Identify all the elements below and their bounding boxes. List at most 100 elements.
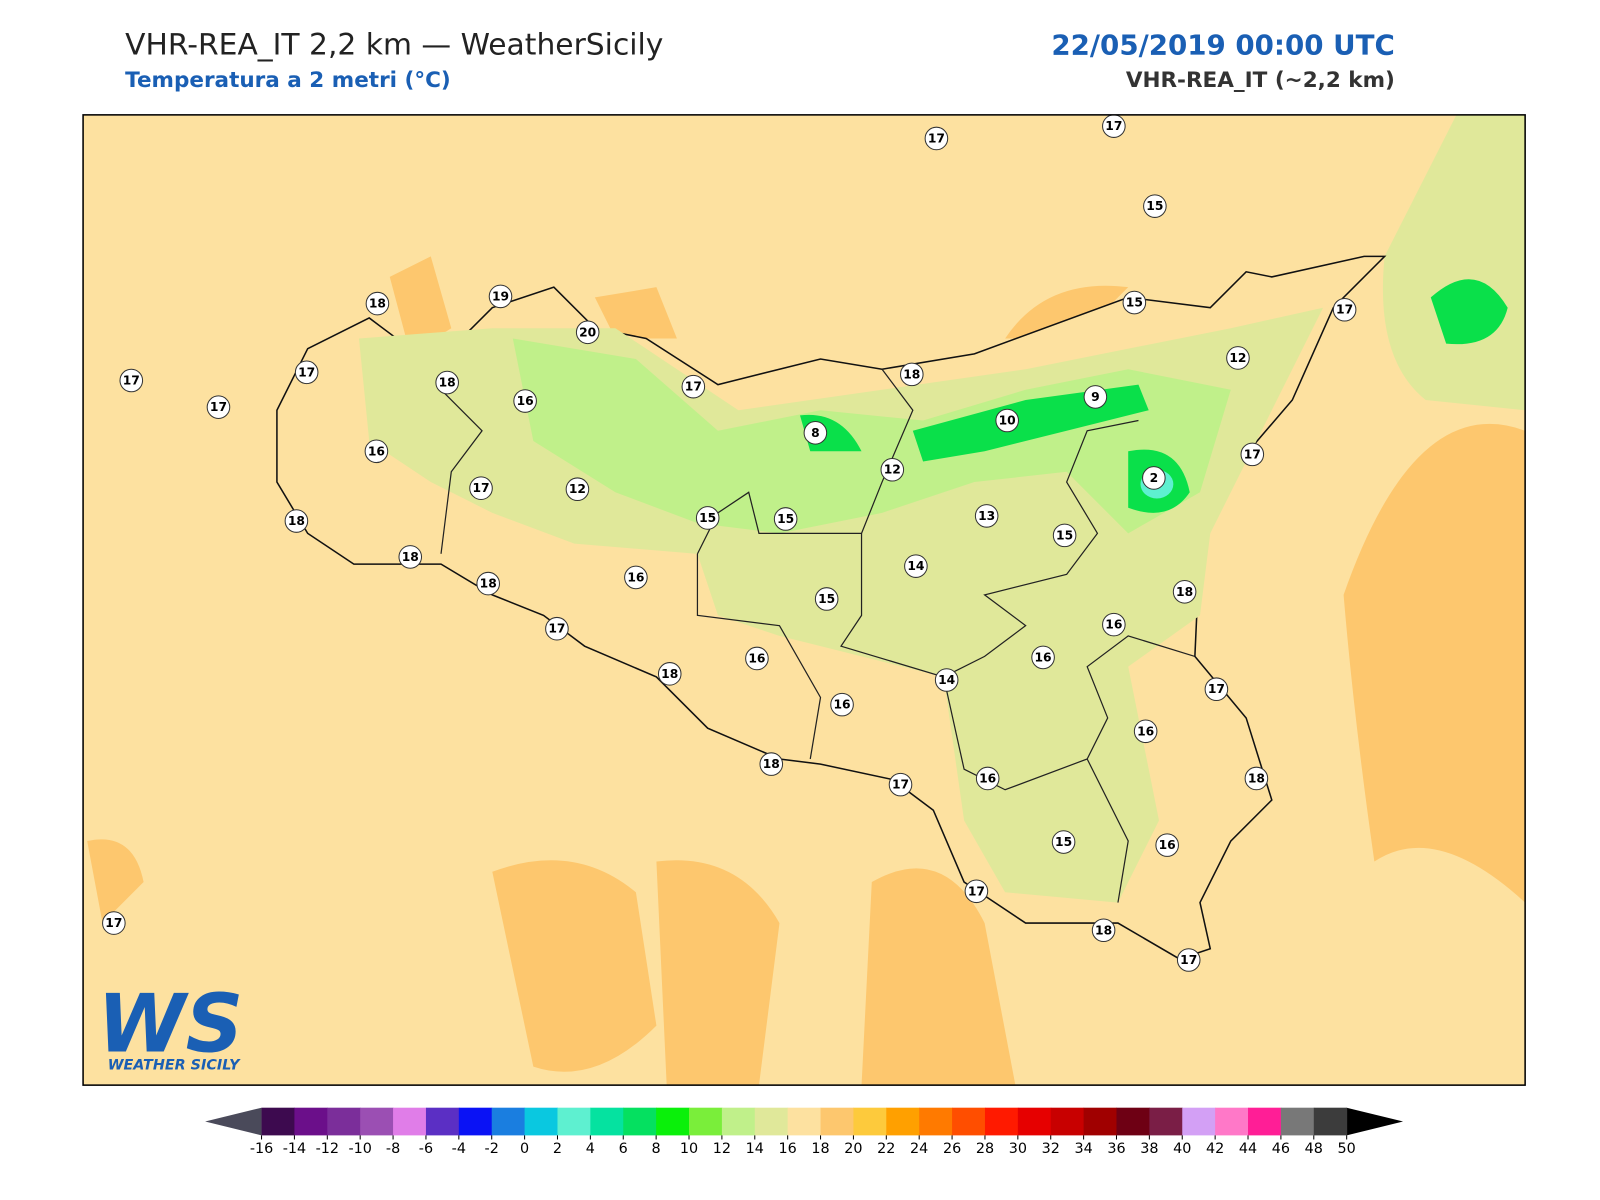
- station-marker: [1332, 297, 1357, 322]
- station-value: 18: [661, 667, 678, 681]
- station-value: 18: [288, 514, 305, 528]
- province-borders: [440, 368, 1196, 903]
- colorbar-tick-label: 44: [1239, 1141, 1257, 1157]
- station-marker: [575, 320, 600, 345]
- station-marker: [1091, 918, 1116, 943]
- station-value: 2: [1150, 471, 1159, 485]
- station-value: 17: [548, 622, 565, 636]
- colorbar-bin: [853, 1107, 887, 1136]
- station-marker: [513, 389, 537, 413]
- station-value: 12: [884, 463, 901, 477]
- colorbar-bin: [1149, 1107, 1183, 1136]
- station-marker: [565, 477, 590, 502]
- station-marker: [1176, 948, 1201, 972]
- colorbar-tick-label: 14: [746, 1141, 764, 1157]
- colorbar-bin: [524, 1107, 558, 1136]
- colorbar-tick-label: -12: [316, 1141, 339, 1157]
- colorbar-bin: [261, 1107, 295, 1136]
- station-value: 8: [811, 426, 820, 440]
- colorbar-bin: [1116, 1107, 1150, 1136]
- station-marker: [469, 476, 493, 500]
- colorbar-bin: [984, 1107, 1019, 1136]
- station-value: 17: [968, 884, 985, 898]
- station-marker: [899, 362, 924, 387]
- colorbar-bin: [458, 1107, 493, 1136]
- station-marker: [964, 879, 989, 904]
- colorbar-tick-label: 2: [553, 1141, 562, 1157]
- colorbar-tick-label: 22: [877, 1141, 895, 1157]
- map-area: 17 17 15 18 19 20 17 17 17 18 16 17 18 15 17 12 9 10 8 12 2 1…: [83, 114, 1526, 1086]
- colorbar-bin: [1215, 1107, 1249, 1136]
- colorbar-tick-label: 40: [1173, 1141, 1191, 1157]
- station-marker: [1051, 830, 1076, 854]
- station-marker: [102, 911, 126, 935]
- colorbar-bin: [557, 1107, 591, 1136]
- station-value: 17: [1244, 447, 1261, 461]
- station-value: 17: [123, 374, 140, 388]
- colorbar-bin: [1313, 1107, 1348, 1136]
- colorbar-bin: [425, 1107, 460, 1136]
- station-value: 14: [907, 559, 924, 573]
- colorbar-bin: [1083, 1107, 1118, 1136]
- logo-name: WEATHER SICILY: [108, 1058, 241, 1074]
- station-value: 9: [1091, 390, 1100, 404]
- colorbar-bin: [1017, 1107, 1052, 1136]
- station-value: 12: [1229, 351, 1246, 365]
- cool-zone: [512, 338, 1231, 534]
- station-marker: [476, 571, 500, 596]
- colorbar-tick-label: -10: [348, 1141, 371, 1157]
- station-marker: [1133, 719, 1158, 744]
- station-marker: [814, 587, 839, 611]
- station-value: 18: [763, 757, 780, 771]
- colorbar-tick-label: 50: [1338, 1141, 1356, 1157]
- station-marker: [1143, 194, 1167, 218]
- colorbar-tick-label: -14: [283, 1141, 306, 1157]
- station-marker: [1142, 466, 1166, 490]
- colorbar-tick-label: 30: [1009, 1141, 1027, 1157]
- colorbar-bin: [721, 1107, 756, 1136]
- station-value: 17: [1336, 303, 1353, 317]
- colorbar-tick-label: 42: [1206, 1141, 1224, 1157]
- station-marker: [365, 291, 390, 316]
- model: VHR-REA_IT (~2,2 km): [1126, 68, 1395, 93]
- colorbar-bin: [360, 1107, 394, 1136]
- station-value: 15: [818, 592, 835, 606]
- station-value: 16: [1035, 650, 1052, 664]
- station-marker: [398, 545, 423, 569]
- colorbar-tick-label: 24: [910, 1141, 928, 1157]
- station-marker: [1102, 612, 1126, 637]
- station-value: 15: [1056, 528, 1073, 542]
- station-value: 20: [579, 325, 596, 339]
- colorbar-tick-label: 8: [652, 1141, 661, 1157]
- station-value: 15: [1126, 296, 1143, 310]
- station-marker: [294, 360, 319, 385]
- station-marker: [1172, 579, 1197, 604]
- station-marker: [545, 616, 569, 641]
- station-value: 18: [439, 376, 456, 390]
- colorbar-tick-label: -8: [386, 1141, 400, 1157]
- station-value: 18: [1248, 771, 1265, 785]
- colorbar-bin: [491, 1107, 526, 1136]
- station-value: 14: [938, 673, 955, 687]
- colorbar-tick-label: 6: [619, 1141, 628, 1157]
- colorbar-tick-label: 28: [976, 1141, 994, 1157]
- station-value: 18: [402, 550, 419, 564]
- station-value: 15: [699, 511, 716, 525]
- station-value: 17: [685, 380, 702, 394]
- station-value: 16: [748, 651, 765, 665]
- station-marker: [1155, 833, 1179, 857]
- station-value: 16: [368, 444, 385, 458]
- station-value: 16: [1137, 724, 1154, 738]
- station-value: 18: [369, 297, 386, 311]
- date: 22/05/2019 00:00 UTC: [1051, 28, 1394, 61]
- station-value: 18: [1095, 923, 1112, 937]
- title: VHR-REA_IT 2,2 km — WeatherSicily: [125, 27, 663, 62]
- station-marker: [119, 368, 144, 393]
- colorbar-tick-label: 46: [1272, 1141, 1290, 1157]
- station-marker: [803, 421, 828, 445]
- colorbar-bin: [623, 1107, 657, 1136]
- station-value: 18: [1176, 585, 1193, 599]
- station-marker: [773, 507, 798, 531]
- station-marker: [830, 692, 854, 717]
- colorbar-tick-label: 36: [1107, 1141, 1125, 1157]
